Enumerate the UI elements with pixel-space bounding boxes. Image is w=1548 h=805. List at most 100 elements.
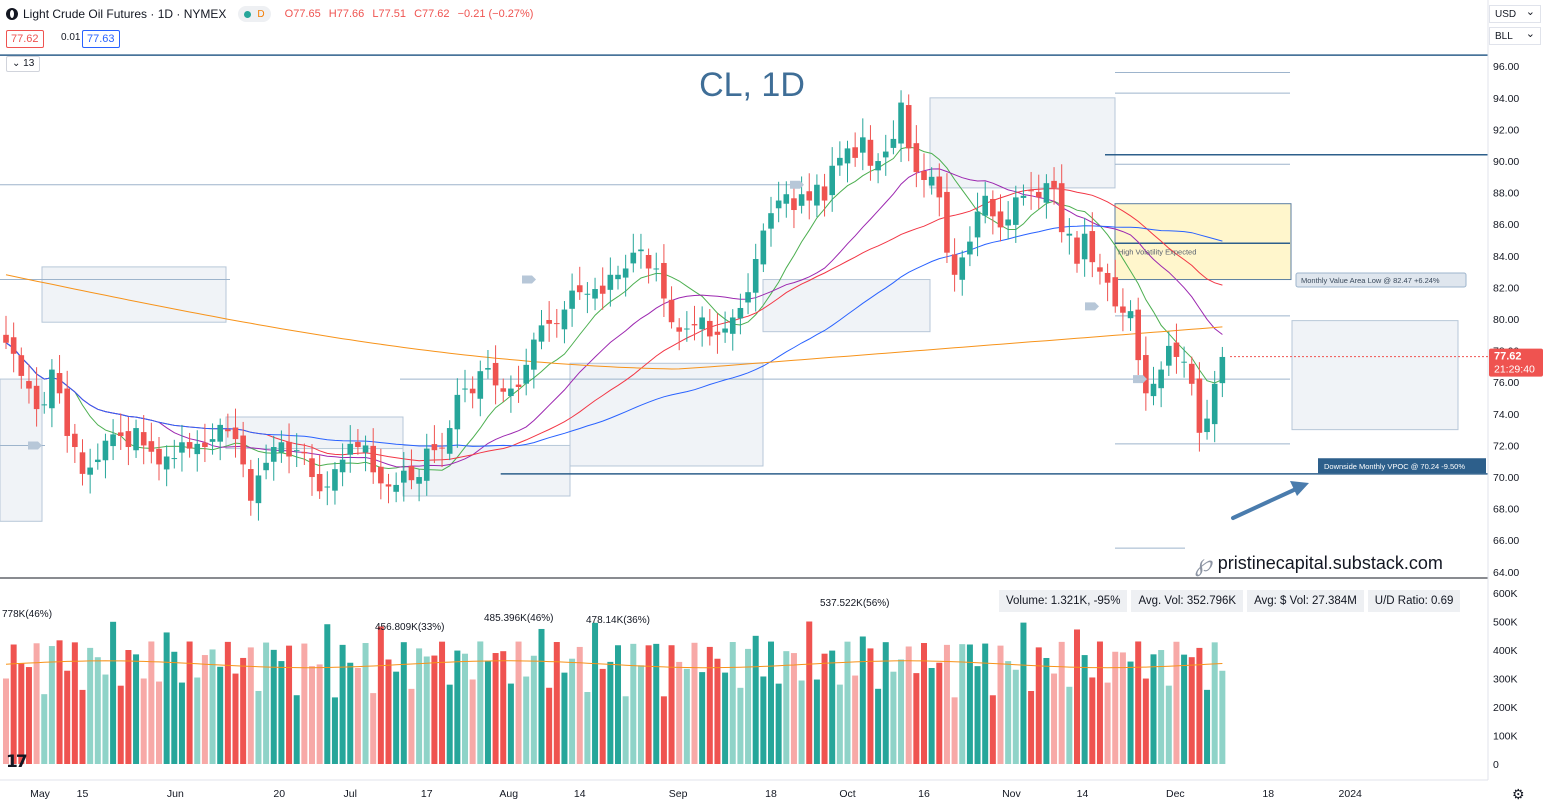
currency-select[interactable]: USD bbox=[1489, 3, 1541, 23]
candle-body bbox=[1166, 345, 1172, 366]
volume-bar bbox=[905, 646, 912, 764]
buy-button[interactable]: 77.63 bbox=[82, 30, 120, 48]
candle-body bbox=[638, 249, 644, 252]
candle-body bbox=[232, 427, 239, 440]
volume-bar bbox=[1058, 641, 1065, 764]
candle-body bbox=[737, 307, 744, 319]
candle-body bbox=[1035, 191, 1042, 198]
volume-bar bbox=[500, 651, 507, 764]
tradingview-logo-icon[interactable]: 17 bbox=[6, 752, 28, 772]
volume-bar bbox=[278, 661, 285, 764]
volume-bar bbox=[936, 662, 943, 764]
price-tick-label: 92.00 bbox=[1493, 124, 1519, 136]
volume-bar bbox=[928, 667, 935, 764]
candle-body bbox=[599, 285, 606, 294]
volume-bar bbox=[1035, 647, 1042, 764]
volume-bar bbox=[790, 653, 797, 764]
candle-body bbox=[1020, 195, 1027, 198]
last-price-badge bbox=[1489, 348, 1543, 377]
volume-bar bbox=[110, 621, 117, 764]
badge-label: D bbox=[257, 8, 265, 20]
candle-body bbox=[133, 428, 139, 451]
watermark: ℘ pristinecapital.substack.com bbox=[1195, 549, 1443, 577]
settings-gear-icon[interactable]: ⚙ bbox=[1512, 786, 1525, 802]
volume-bar bbox=[699, 672, 706, 764]
range-box bbox=[762, 279, 931, 333]
volume-bar bbox=[630, 643, 637, 764]
volume-bar bbox=[102, 674, 109, 764]
candle-body bbox=[829, 165, 835, 196]
candle-body bbox=[967, 241, 973, 255]
candle-body bbox=[423, 448, 430, 481]
candle-body bbox=[1097, 267, 1103, 272]
candle-body bbox=[500, 388, 507, 392]
volume-tick-label: 500K bbox=[1493, 617, 1518, 629]
candle-body bbox=[875, 161, 881, 171]
candle-body bbox=[791, 198, 797, 211]
price-tick-label: 66.00 bbox=[1493, 535, 1519, 547]
range-box bbox=[929, 97, 1116, 189]
level-lines bbox=[0, 54, 1488, 549]
volume-bar bbox=[385, 659, 392, 764]
high-volatility-label: High Volatility Expected bbox=[1118, 247, 1196, 256]
time-tick-label: 18 bbox=[765, 788, 777, 800]
volume-bar bbox=[431, 655, 438, 764]
volume-bar bbox=[1165, 685, 1172, 764]
candle-body bbox=[661, 262, 667, 299]
candle-body bbox=[278, 442, 285, 453]
symbol-title[interactable]: Light Crude Oil Futures · 1D · NYMEX bbox=[23, 7, 227, 21]
volume-bar bbox=[745, 648, 752, 764]
candle-body bbox=[905, 105, 912, 149]
candle-body bbox=[362, 445, 369, 453]
volume-tick-label: 100K bbox=[1493, 731, 1518, 743]
candle-body bbox=[163, 456, 170, 470]
candle-body bbox=[248, 469, 254, 501]
candlesticks bbox=[3, 90, 1226, 521]
market-status-badge[interactable]: D bbox=[238, 6, 271, 22]
candle-body bbox=[1150, 383, 1157, 397]
candle-body bbox=[775, 200, 782, 209]
volume-bar bbox=[706, 646, 713, 764]
vpoc-callout bbox=[1318, 458, 1486, 474]
candle-body bbox=[576, 285, 583, 293]
high-value: H77.66 bbox=[328, 8, 365, 20]
volume-bar bbox=[592, 622, 599, 764]
volume-bar bbox=[821, 653, 828, 764]
volume-bar bbox=[247, 647, 254, 764]
candle-body bbox=[179, 442, 185, 453]
volume-bar bbox=[966, 644, 973, 764]
candle-body bbox=[569, 290, 575, 309]
indicators-toggle[interactable]: ⌄ 13 bbox=[6, 56, 41, 72]
candle-body bbox=[921, 170, 927, 180]
candle-body bbox=[140, 432, 147, 446]
price-tick-label: 90.00 bbox=[1493, 156, 1519, 168]
moving-average-line bbox=[5, 146, 1223, 471]
volume-bar bbox=[331, 697, 338, 764]
candle-body bbox=[1081, 233, 1088, 260]
candle-body bbox=[821, 186, 828, 201]
candle-body bbox=[293, 450, 300, 452]
candle-body bbox=[87, 467, 93, 475]
volume-bar bbox=[33, 643, 40, 764]
candle-body bbox=[117, 432, 124, 436]
volume-bar bbox=[140, 678, 147, 764]
spread-value: 0.01 bbox=[61, 32, 81, 43]
value-area-low-callout bbox=[1295, 272, 1467, 288]
volume-bar bbox=[729, 642, 736, 764]
volume-bar bbox=[515, 641, 522, 764]
volume-bar bbox=[18, 663, 25, 764]
volume-tick-label: 300K bbox=[1493, 674, 1518, 686]
candle-body bbox=[699, 317, 705, 330]
volume-bar bbox=[775, 683, 782, 764]
sell-button[interactable]: 77.62 bbox=[6, 30, 44, 48]
candle-body bbox=[41, 404, 48, 406]
volume-bar bbox=[921, 643, 927, 764]
volume-bar bbox=[232, 673, 239, 764]
candle-body bbox=[324, 486, 331, 488]
unit-select[interactable]: BLL bbox=[1489, 25, 1541, 45]
candle-body bbox=[928, 176, 935, 186]
volume-bar bbox=[997, 645, 1004, 764]
volume-bar bbox=[622, 696, 629, 764]
volume-bar bbox=[1096, 641, 1103, 764]
